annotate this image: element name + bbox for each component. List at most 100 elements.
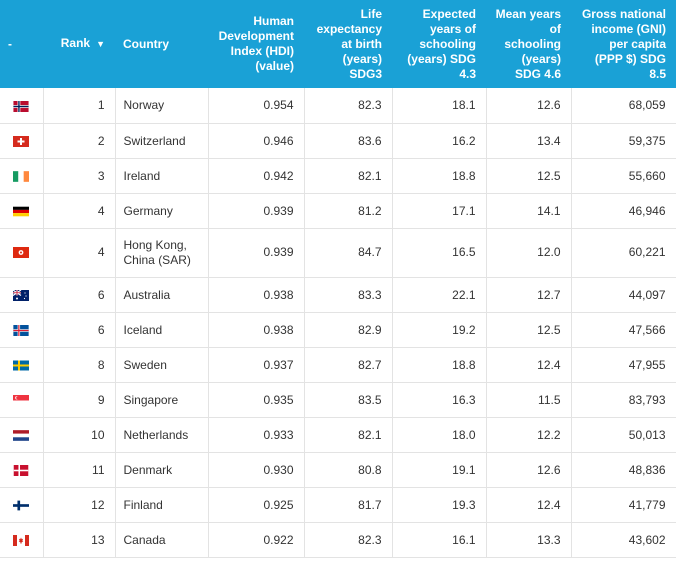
mean-header-label: Mean years of schooling (years) SDG 4.6 [495,6,561,81]
hdi-cell: 0.922 [208,522,305,558]
country-cell[interactable]: Canada [115,522,209,558]
flag-cell [0,312,44,348]
gni-cell: 41,779 [571,487,676,523]
mean-cell: 12.4 [486,487,572,523]
rank-cell: 12 [43,487,116,523]
expected-cell: 17.1 [392,193,487,229]
gni-cell: 60,221 [571,228,676,278]
flag-cell [0,417,44,453]
country-cell[interactable]: Singapore [115,382,209,418]
mean-cell: 13.3 [486,522,572,558]
hong-kong-flag-icon [13,247,30,259]
hdi-cell: 0.933 [208,417,305,453]
flag-cell [0,277,44,313]
country-cell[interactable]: Finland [115,487,209,523]
table-row: 8 Sweden 0.937 82.7 18.8 12.4 47,955 [0,347,676,383]
expected-cell: 18.0 [392,417,487,453]
canada-flag-icon [13,534,30,546]
country-column-header[interactable]: Country [115,0,208,88]
flag-cell [0,158,44,194]
hdi-cell: 0.954 [208,88,305,124]
flag-cell [0,382,44,418]
life-cell: 82.1 [304,158,393,194]
rank-cell: 10 [43,417,116,453]
netherlands-flag-icon [13,429,30,441]
expected-schooling-column-header[interactable]: Expected years of schooling (years) SDG … [392,0,486,88]
life-cell: 80.8 [304,452,393,488]
flag-cell [0,228,44,278]
country-cell[interactable]: Sweden [115,347,209,383]
life-cell: 82.1 [304,417,393,453]
ireland-flag-icon [13,170,30,182]
flag-cell [0,347,44,383]
rank-cell: 3 [43,158,116,194]
finland-flag-icon [13,500,30,511]
flag-cell [0,193,44,229]
singapore-flag-icon [13,394,30,406]
germany-flag-icon [13,206,30,217]
country-header-label: Country [123,36,169,51]
rank-cell: 8 [43,347,116,383]
australia-flag-icon [12,289,30,301]
mean-schooling-column-header[interactable]: Mean years of schooling (years) SDG 4.6 [486,0,571,88]
hdi-cell: 0.937 [208,347,305,383]
life-cell: 82.9 [304,312,393,348]
flag-cell [0,487,44,523]
life-cell: 83.6 [304,123,393,159]
country-cell[interactable]: Norway [115,88,209,124]
mean-cell: 12.5 [486,312,572,348]
rank-column-header[interactable]: Rank ▼ [43,0,115,88]
rank-cell: 9 [43,382,116,418]
rank-cell: 4 [43,193,116,229]
flag-cell [0,522,44,558]
table-row: 6 Iceland 0.938 82.9 19.2 12.5 47,566 [0,312,676,348]
hdi-cell: 0.930 [208,452,305,488]
mean-cell: 12.6 [486,452,572,488]
mean-cell: 12.4 [486,347,572,383]
country-cell[interactable]: Australia [115,277,209,313]
life-expectancy-column-header[interactable]: Life expectancy at birth (years) SDG3 [304,0,392,88]
country-cell[interactable]: Ireland [115,158,209,194]
mean-cell: 13.4 [486,123,572,159]
table-row: 2 Switzerland 0.946 83.6 16.2 13.4 59,375 [0,123,676,159]
sweden-flag-icon [13,360,30,371]
country-cell[interactable]: Netherlands [115,417,209,453]
rank-cell: 11 [43,452,116,488]
table-row: 4 Germany 0.939 81.2 17.1 14.1 46,946 [0,193,676,229]
table-row: 3 Ireland 0.942 82.1 18.8 12.5 55,660 [0,158,676,194]
country-cell[interactable]: Hong Kong, China (SAR) [115,228,209,278]
table-row: 6 Australia 0.938 83.3 22.1 12.7 44,097 [0,277,676,313]
gni-cell: 68,059 [571,88,676,124]
flag-cell [0,123,44,159]
gni-cell: 47,566 [571,312,676,348]
hdi-column-header[interactable]: Human Development Index (HDI) (value) [208,0,304,88]
rank-cell: 13 [43,522,116,558]
sort-descending-icon[interactable]: ▼ [96,39,105,49]
country-cell[interactable]: Germany [115,193,209,229]
hdi-cell: 0.938 [208,312,305,348]
gni-cell: 44,097 [571,277,676,313]
rank-cell: 6 [43,277,116,313]
expected-cell: 16.3 [392,382,487,418]
rank-cell: 4 [43,228,116,278]
flag-column-header: - [0,0,43,88]
expected-header-label: Expected years of schooling (years) SDG … [407,6,476,81]
denmark-flag-icon [13,464,29,476]
gni-cell: 83,793 [571,382,676,418]
mean-cell: 12.6 [486,88,572,124]
life-cell: 82.3 [304,522,393,558]
life-cell: 82.3 [304,88,393,124]
gni-cell: 50,013 [571,417,676,453]
gni-column-header[interactable]: Gross national income (GNI) per capita (… [571,0,676,88]
table-row: 1 Norway 0.954 82.3 18.1 12.6 68,059 [0,88,676,124]
country-cell[interactable]: Denmark [115,452,209,488]
table-row: 12 Finland 0.925 81.7 19.3 12.4 41,779 [0,487,676,523]
gni-cell: 43,602 [571,522,676,558]
table-row: 11 Denmark 0.930 80.8 19.1 12.6 48,836 [0,452,676,488]
expected-cell: 16.1 [392,522,487,558]
norway-flag-icon [13,100,29,112]
gni-cell: 46,946 [571,193,676,229]
country-cell[interactable]: Iceland [115,312,209,348]
country-cell[interactable]: Switzerland [115,123,209,159]
